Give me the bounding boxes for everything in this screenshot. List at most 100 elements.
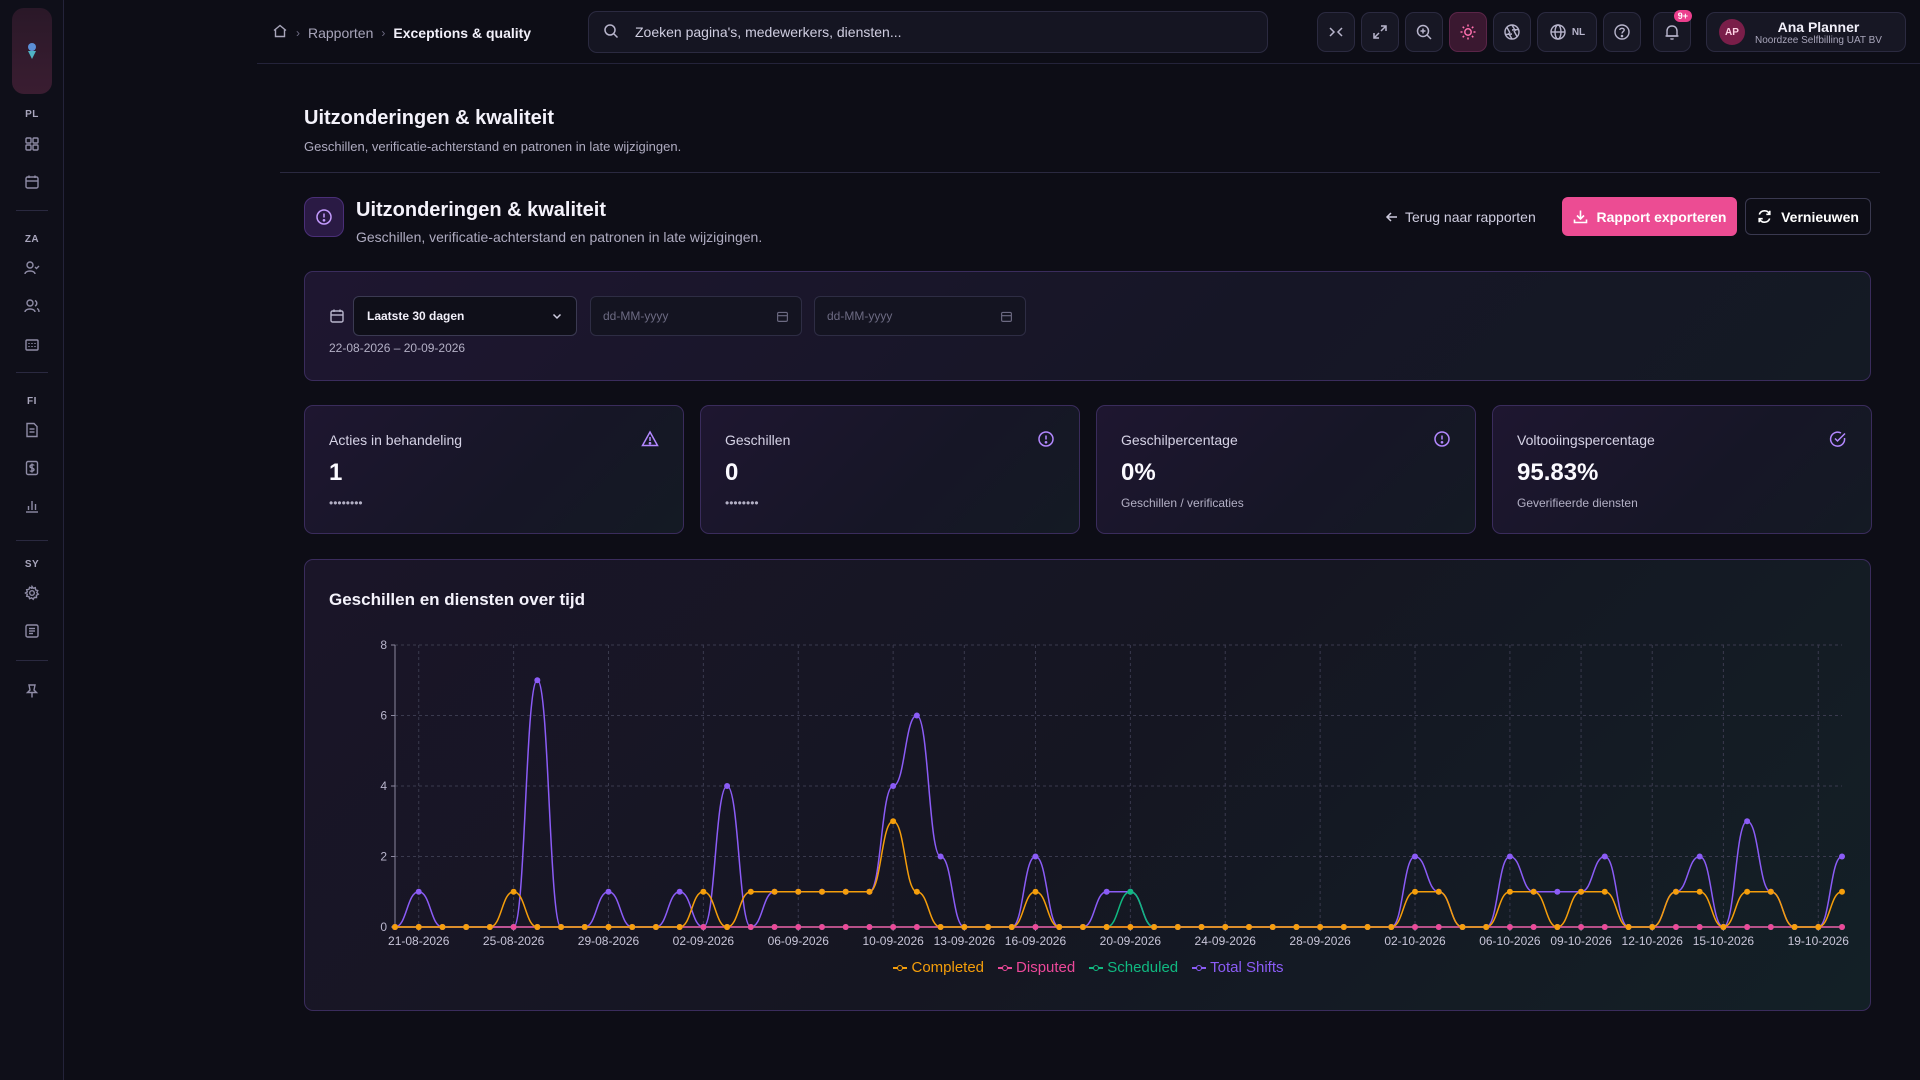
- refresh-icon: [1758, 210, 1771, 223]
- data-point: [795, 888, 802, 895]
- chart-card: Geschillen en diensten over tijd 0 2 4 6 8 21…: [304, 559, 1871, 1011]
- dashboard-icon[interactable]: [20, 132, 44, 156]
- x-tick-label: 06-09-2026: [768, 934, 830, 948]
- data-point: [1530, 924, 1537, 930]
- x-tick-label: 29-08-2026: [578, 934, 640, 948]
- data-point: [1364, 924, 1371, 930]
- period-select[interactable]: Laatste 30 dagen: [353, 296, 577, 336]
- data-point: [1696, 853, 1703, 860]
- x-tick-label: 10-09-2026: [862, 934, 924, 948]
- back-to-reports-link[interactable]: Terug naar rapporten: [1385, 206, 1536, 228]
- data-point: [1198, 924, 1205, 930]
- kpi-value: 1: [329, 459, 343, 486]
- refresh-button[interactable]: Vernieuwen: [1745, 198, 1871, 235]
- refresh-label: Vernieuwen: [1781, 208, 1859, 225]
- x-tick-label: 15-10-2026: [1693, 934, 1755, 948]
- data-point: [1340, 924, 1347, 930]
- data-point: [415, 924, 422, 930]
- search-input[interactable]: [635, 24, 1195, 40]
- data-point: [1744, 888, 1751, 895]
- legend-item[interactable]: Disputed: [998, 959, 1075, 976]
- data-point: [1839, 888, 1845, 895]
- data-point: [1672, 924, 1679, 930]
- language-button[interactable]: NL: [1537, 12, 1597, 52]
- data-point: [1317, 924, 1324, 930]
- legend-item[interactable]: Total Shifts: [1192, 959, 1284, 976]
- kpi-subtext: ••••••••: [329, 496, 363, 510]
- kpi-label: Acties in behandeling: [329, 432, 463, 448]
- date-to-input[interactable]: dd-MM-yyyy: [814, 296, 1026, 336]
- data-point: [1720, 924, 1727, 930]
- data-point: [676, 924, 683, 930]
- search-icon: [603, 23, 619, 42]
- legend-item[interactable]: Scheduled: [1089, 959, 1178, 976]
- sidebar-section-label: ZA: [24, 234, 40, 245]
- data-point: [1625, 924, 1632, 930]
- user-menu[interactable]: AP Ana Planner Noordzee Selfbilling UAT …: [1706, 12, 1906, 52]
- data-point: [1506, 888, 1513, 895]
- series-line: [395, 890, 1842, 928]
- building-icon[interactable]: [20, 332, 44, 356]
- data-point: [1767, 888, 1774, 895]
- data-point: [581, 924, 588, 930]
- dollar-icon[interactable]: [20, 456, 44, 480]
- report-title: Uitzonderingen & kwaliteit: [356, 199, 607, 221]
- theme-toggle-button[interactable]: [1449, 12, 1487, 52]
- settings-icon[interactable]: [20, 581, 44, 605]
- sidebar-divider: [16, 372, 48, 373]
- collapse-button[interactable]: [1317, 12, 1355, 52]
- sidebar-divider: [16, 540, 48, 541]
- data-point: [1079, 924, 1086, 930]
- data-point: [913, 888, 920, 895]
- chevron-right-icon: ›: [381, 25, 386, 40]
- data-point: [842, 888, 849, 895]
- breadcrumb: › Rapporten › Exceptions & quality: [272, 23, 531, 42]
- data-point: [486, 924, 493, 930]
- data-point: [890, 818, 897, 825]
- page-subtitle: Geschillen, verificatie-achterstand en p…: [304, 139, 682, 154]
- kpi-card-disputes: Geschillen 0 ••••••••: [700, 405, 1080, 534]
- data-point: [652, 924, 659, 930]
- data-point: [1530, 888, 1537, 895]
- bar-chart-icon[interactable]: [20, 494, 44, 518]
- app-logo[interactable]: [12, 8, 52, 94]
- data-point: [1744, 818, 1751, 825]
- pin-icon[interactable]: [20, 679, 44, 703]
- legend-label: Total Shifts: [1210, 959, 1284, 976]
- download-icon: [1573, 210, 1587, 224]
- user-name: Ana Planner: [1777, 18, 1860, 35]
- help-button[interactable]: [1603, 12, 1641, 52]
- x-tick-label: 12-10-2026: [1622, 934, 1684, 948]
- zoom-button[interactable]: [1405, 12, 1443, 52]
- legend-item[interactable]: Completed: [893, 959, 984, 976]
- data-point: [1554, 888, 1561, 895]
- sidebar-divider: [16, 660, 48, 661]
- data-point: [439, 924, 446, 930]
- export-report-button[interactable]: Rapport exporteren: [1562, 197, 1737, 236]
- kpi-value: 0: [725, 459, 739, 486]
- fullscreen-button[interactable]: [1361, 12, 1399, 52]
- notifications-button[interactable]: 9+: [1653, 10, 1692, 52]
- user-check-icon[interactable]: [20, 256, 44, 280]
- page-title: Uitzonderingen & kwaliteit: [304, 107, 555, 129]
- search-bar[interactable]: [588, 11, 1268, 53]
- home-icon[interactable]: [272, 23, 288, 42]
- kpi-value: 95.83%: [1517, 459, 1599, 486]
- export-report-label: Rapport exporteren: [1596, 208, 1727, 225]
- data-point: [1791, 924, 1798, 930]
- kpi-subtext: Geschillen / verificaties: [1121, 496, 1244, 510]
- expand-icon: [1373, 25, 1387, 39]
- logs-icon[interactable]: [20, 619, 44, 643]
- kpi-label: Voltooiingspercentage: [1517, 432, 1655, 448]
- invoice-icon[interactable]: [20, 418, 44, 442]
- aperture-button[interactable]: [1493, 12, 1531, 52]
- data-point: [842, 924, 849, 930]
- y-tick-label: 8: [380, 638, 387, 652]
- data-point: [937, 924, 944, 930]
- users-icon[interactable]: [20, 294, 44, 318]
- data-point: [1056, 924, 1063, 930]
- calendar-icon[interactable]: [20, 170, 44, 194]
- breadcrumb-parent[interactable]: Rapporten: [308, 24, 374, 41]
- data-point: [1032, 924, 1039, 930]
- date-from-input[interactable]: dd-MM-yyyy: [590, 296, 802, 336]
